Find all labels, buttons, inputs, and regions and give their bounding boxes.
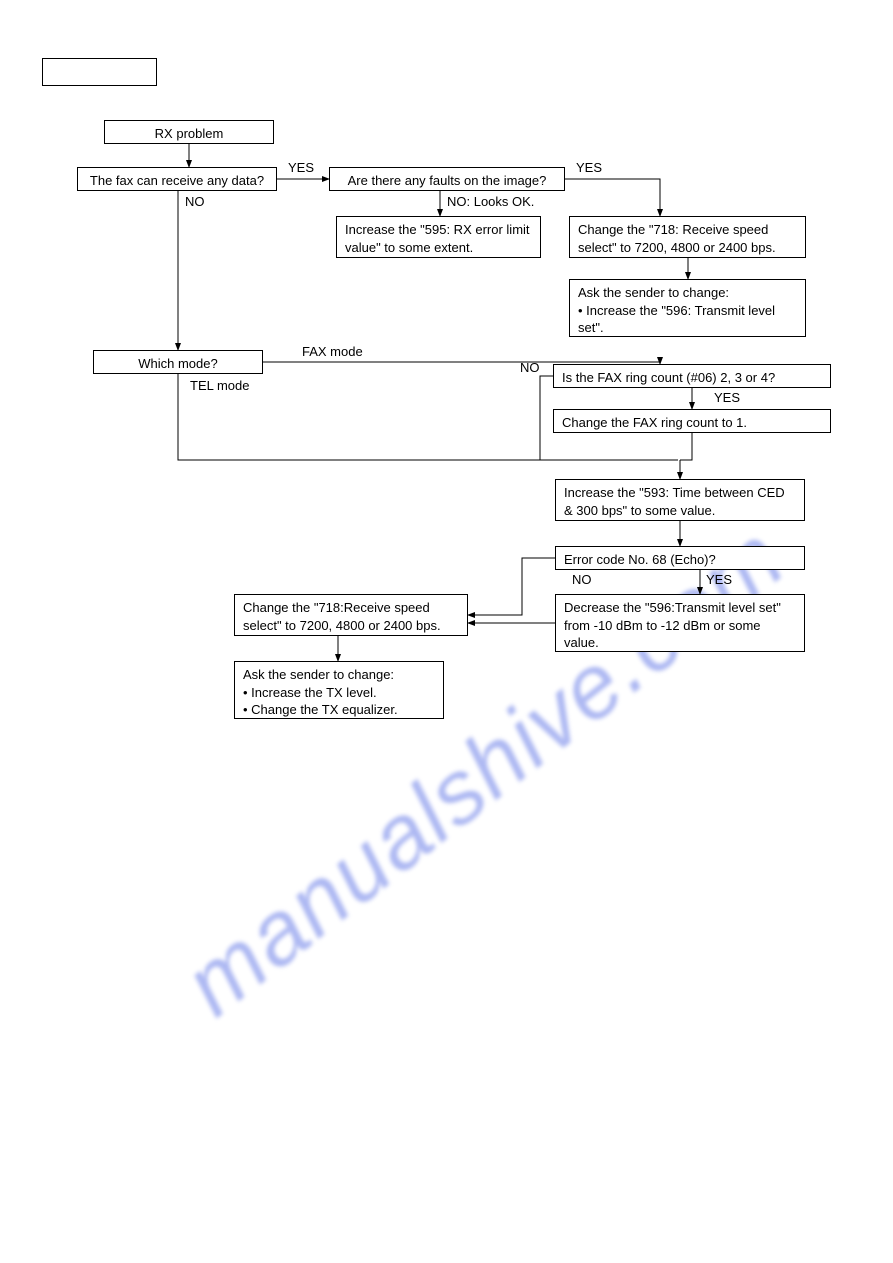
label-no-1: NO [185,194,205,209]
node-err68: Error code No. 68 (Echo)? [555,546,805,570]
label-fax-mode: FAX mode [302,344,363,359]
node-inc-595: Increase the "595: RX error limit value"… [336,216,541,258]
node-dec-596: Decrease the "596:Transmit level set" fr… [555,594,805,652]
node-ask-596: Ask the sender to change: • Increase the… [569,279,806,337]
label-yes-1: YES [288,160,314,175]
node-fax-ring-q: Is the FAX ring count (#06) 2, 3 or 4? [553,364,831,388]
node-any-faults: Are there any faults on the image? [329,167,565,191]
node-ask-tx-line2: • Change the TX equalizer. [243,702,398,717]
label-yes-3: YES [714,390,740,405]
node-ask-tx-line1: • Increase the TX level. [243,685,377,700]
label-yes-2: YES [576,160,602,175]
node-ask-596-line1: • Increase the "596: Transmit level set"… [578,303,775,336]
node-header-blank [42,58,157,86]
node-rx-problem: RX problem [104,120,274,144]
label-tel-mode: TEL mode [190,378,250,393]
node-chg-718-bot: Change the "718:Receive speed select" to… [234,594,468,636]
node-ask-596-line0: Ask the sender to change: [578,285,729,300]
node-ask-tx-line0: Ask the sender to change: [243,667,394,682]
node-chg-ring-1: Change the FAX ring count to 1. [553,409,831,433]
label-no-4: NO [572,572,592,587]
node-chg-718-top: Change the "718: Receive speed select" t… [569,216,806,258]
node-can-receive: The fax can receive any data? [77,167,277,191]
node-which-mode: Which mode? [93,350,263,374]
node-ask-tx: Ask the sender to change: • Increase the… [234,661,444,719]
node-inc-593: Increase the "593: Time between CED & 30… [555,479,805,521]
label-no-3: NO [520,360,540,375]
label-yes-4: YES [706,572,732,587]
label-no-looks-ok: NO: Looks OK. [447,194,534,209]
